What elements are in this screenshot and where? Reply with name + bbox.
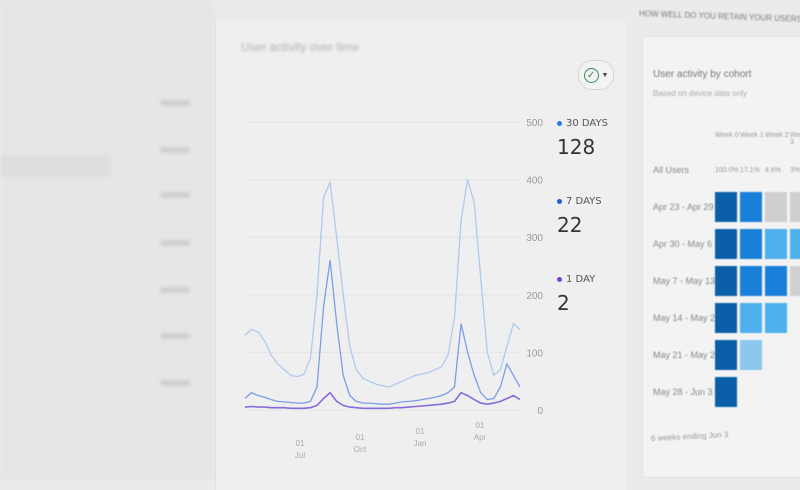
cohort-row-label: May 21 - May 27 — [653, 350, 721, 360]
x-tick-label: Apr — [474, 433, 487, 442]
sidebar-selected-item[interactable] — [0, 155, 110, 177]
cohort-subtitle: Based on device data only — [653, 89, 747, 98]
sidebar-value — [160, 287, 190, 293]
series-line-1-day — [244, 391, 521, 410]
cohort-cell — [765, 229, 787, 259]
cohort-cell — [740, 229, 762, 259]
week-header: Week 1 — [740, 132, 764, 139]
legend-7-days: 7 DAYS 22 — [557, 196, 602, 237]
cohort-cell — [740, 340, 762, 370]
y-tick-label: 300 — [526, 233, 543, 244]
sidebar-value — [160, 147, 190, 153]
week-header: Week 3 — [790, 132, 800, 146]
legend-dot-icon — [557, 277, 562, 282]
series-line-7-days — [244, 260, 521, 405]
cohort-cell — [740, 303, 762, 333]
x-tick-label: 01 — [476, 421, 485, 430]
sidebar-value — [160, 240, 190, 246]
cohort-footer: 6 weeks ending Jun 3 — [650, 429, 729, 444]
cohort-row-label: Apr 23 - Apr 29 — [653, 202, 714, 212]
cohort-row-label: May 7 - May 13 — [653, 276, 716, 286]
all-users-value: 4.6% — [765, 167, 781, 174]
activity-line-chart: 500 400 300 200 100 0 01 Jul 01 Oct 01 Jan 01 Apr — [244, 118, 543, 460]
legend-value: 128 — [557, 135, 596, 159]
all-users-value: 17.1% — [740, 167, 760, 174]
all-users-label: All Users — [653, 165, 690, 175]
y-tick-label: 500 — [526, 118, 543, 129]
cohort-title: User activity by cohort — [653, 69, 752, 80]
x-tick-label: Jan — [414, 439, 427, 448]
caret-down-icon: ▼ — [601, 71, 609, 79]
cohort-cell — [790, 229, 800, 259]
x-tick-label: Jul — [295, 451, 305, 460]
y-tick-label: 400 — [526, 176, 543, 187]
cohort-cell — [715, 377, 737, 407]
retention-heading: HOW WELL DO YOU RETAIN YOUR USERS? — [638, 9, 800, 24]
sidebar-value — [160, 100, 190, 106]
x-tick-label: 01 — [296, 439, 305, 448]
activity-panel: User activity over time ✓ ▼ — [215, 20, 626, 490]
legend-label: 1 DAY — [566, 274, 596, 285]
cohort-cell — [715, 303, 737, 333]
legend-dot-icon — [557, 121, 562, 126]
sidebar-value — [160, 192, 190, 198]
y-tick-label: 200 — [526, 291, 543, 302]
week-header: Week 2 — [765, 132, 789, 139]
panel-title: User activity over time — [241, 40, 360, 54]
cohort-cell — [790, 266, 800, 296]
legend-value: 2 — [557, 291, 570, 315]
legend-dot-icon — [557, 199, 562, 204]
legend-value: 22 — [557, 213, 583, 237]
y-tick-label: 100 — [526, 348, 543, 359]
cohort-cell — [765, 192, 787, 222]
filter-dropdown-button[interactable]: ✓ ▼ — [578, 60, 614, 90]
x-tick-label: 01 — [416, 427, 425, 436]
check-circle-icon: ✓ — [583, 67, 599, 83]
x-tick-label: 01 — [356, 433, 365, 442]
cohort-row-label: May 28 - Jun 3 — [653, 387, 713, 397]
series-line-30-days — [244, 179, 521, 388]
cohort-cell — [740, 266, 762, 296]
all-users-value: 3% — [790, 167, 800, 174]
cohort-cell — [715, 266, 737, 296]
y-tick-label: 0 — [537, 406, 543, 417]
sidebar — [0, 0, 215, 480]
cohort-cell — [765, 266, 787, 296]
cohort-cell — [790, 192, 800, 222]
sidebar-value — [160, 380, 190, 386]
all-users-value: 100.0% — [715, 167, 739, 174]
cohort-row-label: May 14 - May 20 — [653, 313, 721, 323]
legend-label: 7 DAYS — [566, 196, 602, 207]
cohort-cell — [740, 192, 762, 222]
cohort-row-label: Apr 30 - May 6 — [653, 239, 713, 249]
week-header: Week 0 — [715, 132, 739, 139]
cohort-cell — [715, 192, 737, 222]
x-tick-label: Oct — [354, 445, 367, 454]
cohort-cell — [715, 229, 737, 259]
legend-1-day: 1 DAY 2 — [557, 274, 595, 315]
cohort-cell — [715, 340, 737, 370]
cohort-cell — [765, 303, 787, 333]
legend-label: 30 DAYS — [566, 118, 608, 129]
sidebar-value — [160, 333, 190, 339]
legend-30-days: 30 DAYS 128 — [557, 118, 608, 159]
cohort-card: User activity by cohort Based on device … — [642, 36, 800, 478]
retention-section: HOW WELL DO YOU RETAIN YOUR USERS? User … — [637, 0, 800, 480]
